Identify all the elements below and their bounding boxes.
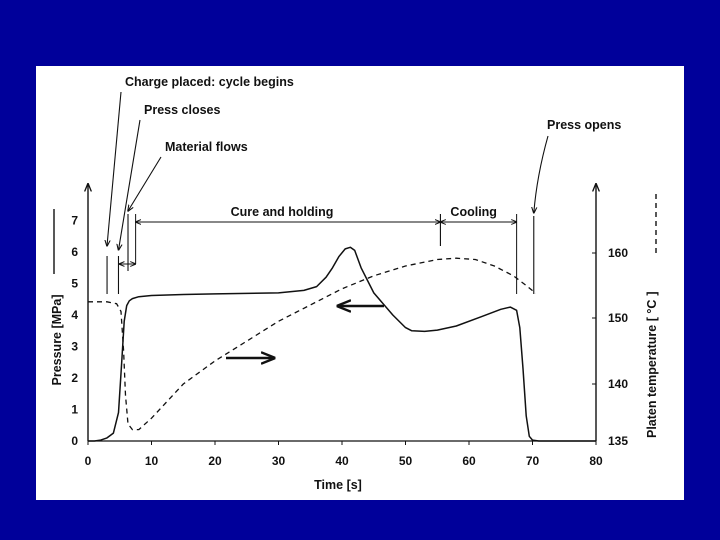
y-right-tick-label: 160 [608,246,628,260]
x-tick-label: 0 [85,454,92,468]
y-right-tick-label: 140 [608,377,628,391]
annotation-leader-line [128,156,162,211]
y-right-tick-label: 150 [608,311,628,325]
x-tick-label: 50 [399,454,413,468]
annotation-label: Material flows [165,140,248,154]
y-left-tick-label: 4 [71,308,78,322]
x-tick-label: 70 [526,454,540,468]
annotation-group: Charge placed: cycle begins Press closes M… [107,75,621,294]
y-left-tick-label: 0 [71,434,78,448]
x-tick-label: 60 [462,454,476,468]
pressure-series-line [88,246,596,442]
right-axis-label: Platen temperature [ °C] [645,291,659,438]
y-left-tick-label: 6 [71,245,78,259]
tick-group: 0 10 20 30 40 50 60 70 80 0 1 2 3 4 5 6 7 135 140 150 160 [71,214,628,469]
annotation-label: Charge placed: cycle begins [125,75,294,89]
x-tick-label: 20 [208,454,222,468]
right-axis-label-group: Platen temperature [ °C] [645,291,659,438]
right-axis-label-bracket: ] [645,291,659,295]
figure-panel: 0 10 20 30 40 50 60 70 80 0 1 2 3 4 5 6 7 135 140 150 160 Ch… [36,66,684,500]
x-tick-label: 80 [589,454,603,468]
y-right-tick-label: 135 [608,434,628,448]
right-axis-label-text: Platen temperature [ [645,314,659,438]
annotation-leader-line [534,135,549,213]
series-group [88,246,596,442]
y-left-tick-label: 5 [71,277,78,291]
annotation-label: Press closes [144,103,220,117]
y-left-tick-label: 1 [71,403,78,417]
right-axis-label-unit: °C [645,300,659,314]
annotation-label: Press opens [547,118,621,132]
y-left-tick-label: 3 [71,340,78,354]
x-tick-label: 40 [335,454,349,468]
left-axis-label: Pressure [MPa] [50,294,64,385]
y-left-tick-label: 2 [71,371,78,385]
chart: 0 10 20 30 40 50 60 70 80 0 1 2 3 4 5 6 7 135 140 150 160 Ch… [50,75,659,492]
annotation-leader-line [107,91,122,246]
temperature-series-line [88,257,537,431]
x-tick-label: 30 [272,454,286,468]
span-label: Cure and holding [231,205,334,219]
y-left-tick-label: 7 [71,214,78,228]
x-tick-label: 10 [145,454,159,468]
annotation-leader-line [119,119,141,250]
x-axis-label: Time [s] [314,478,362,492]
span-label: Cooling [450,205,497,219]
